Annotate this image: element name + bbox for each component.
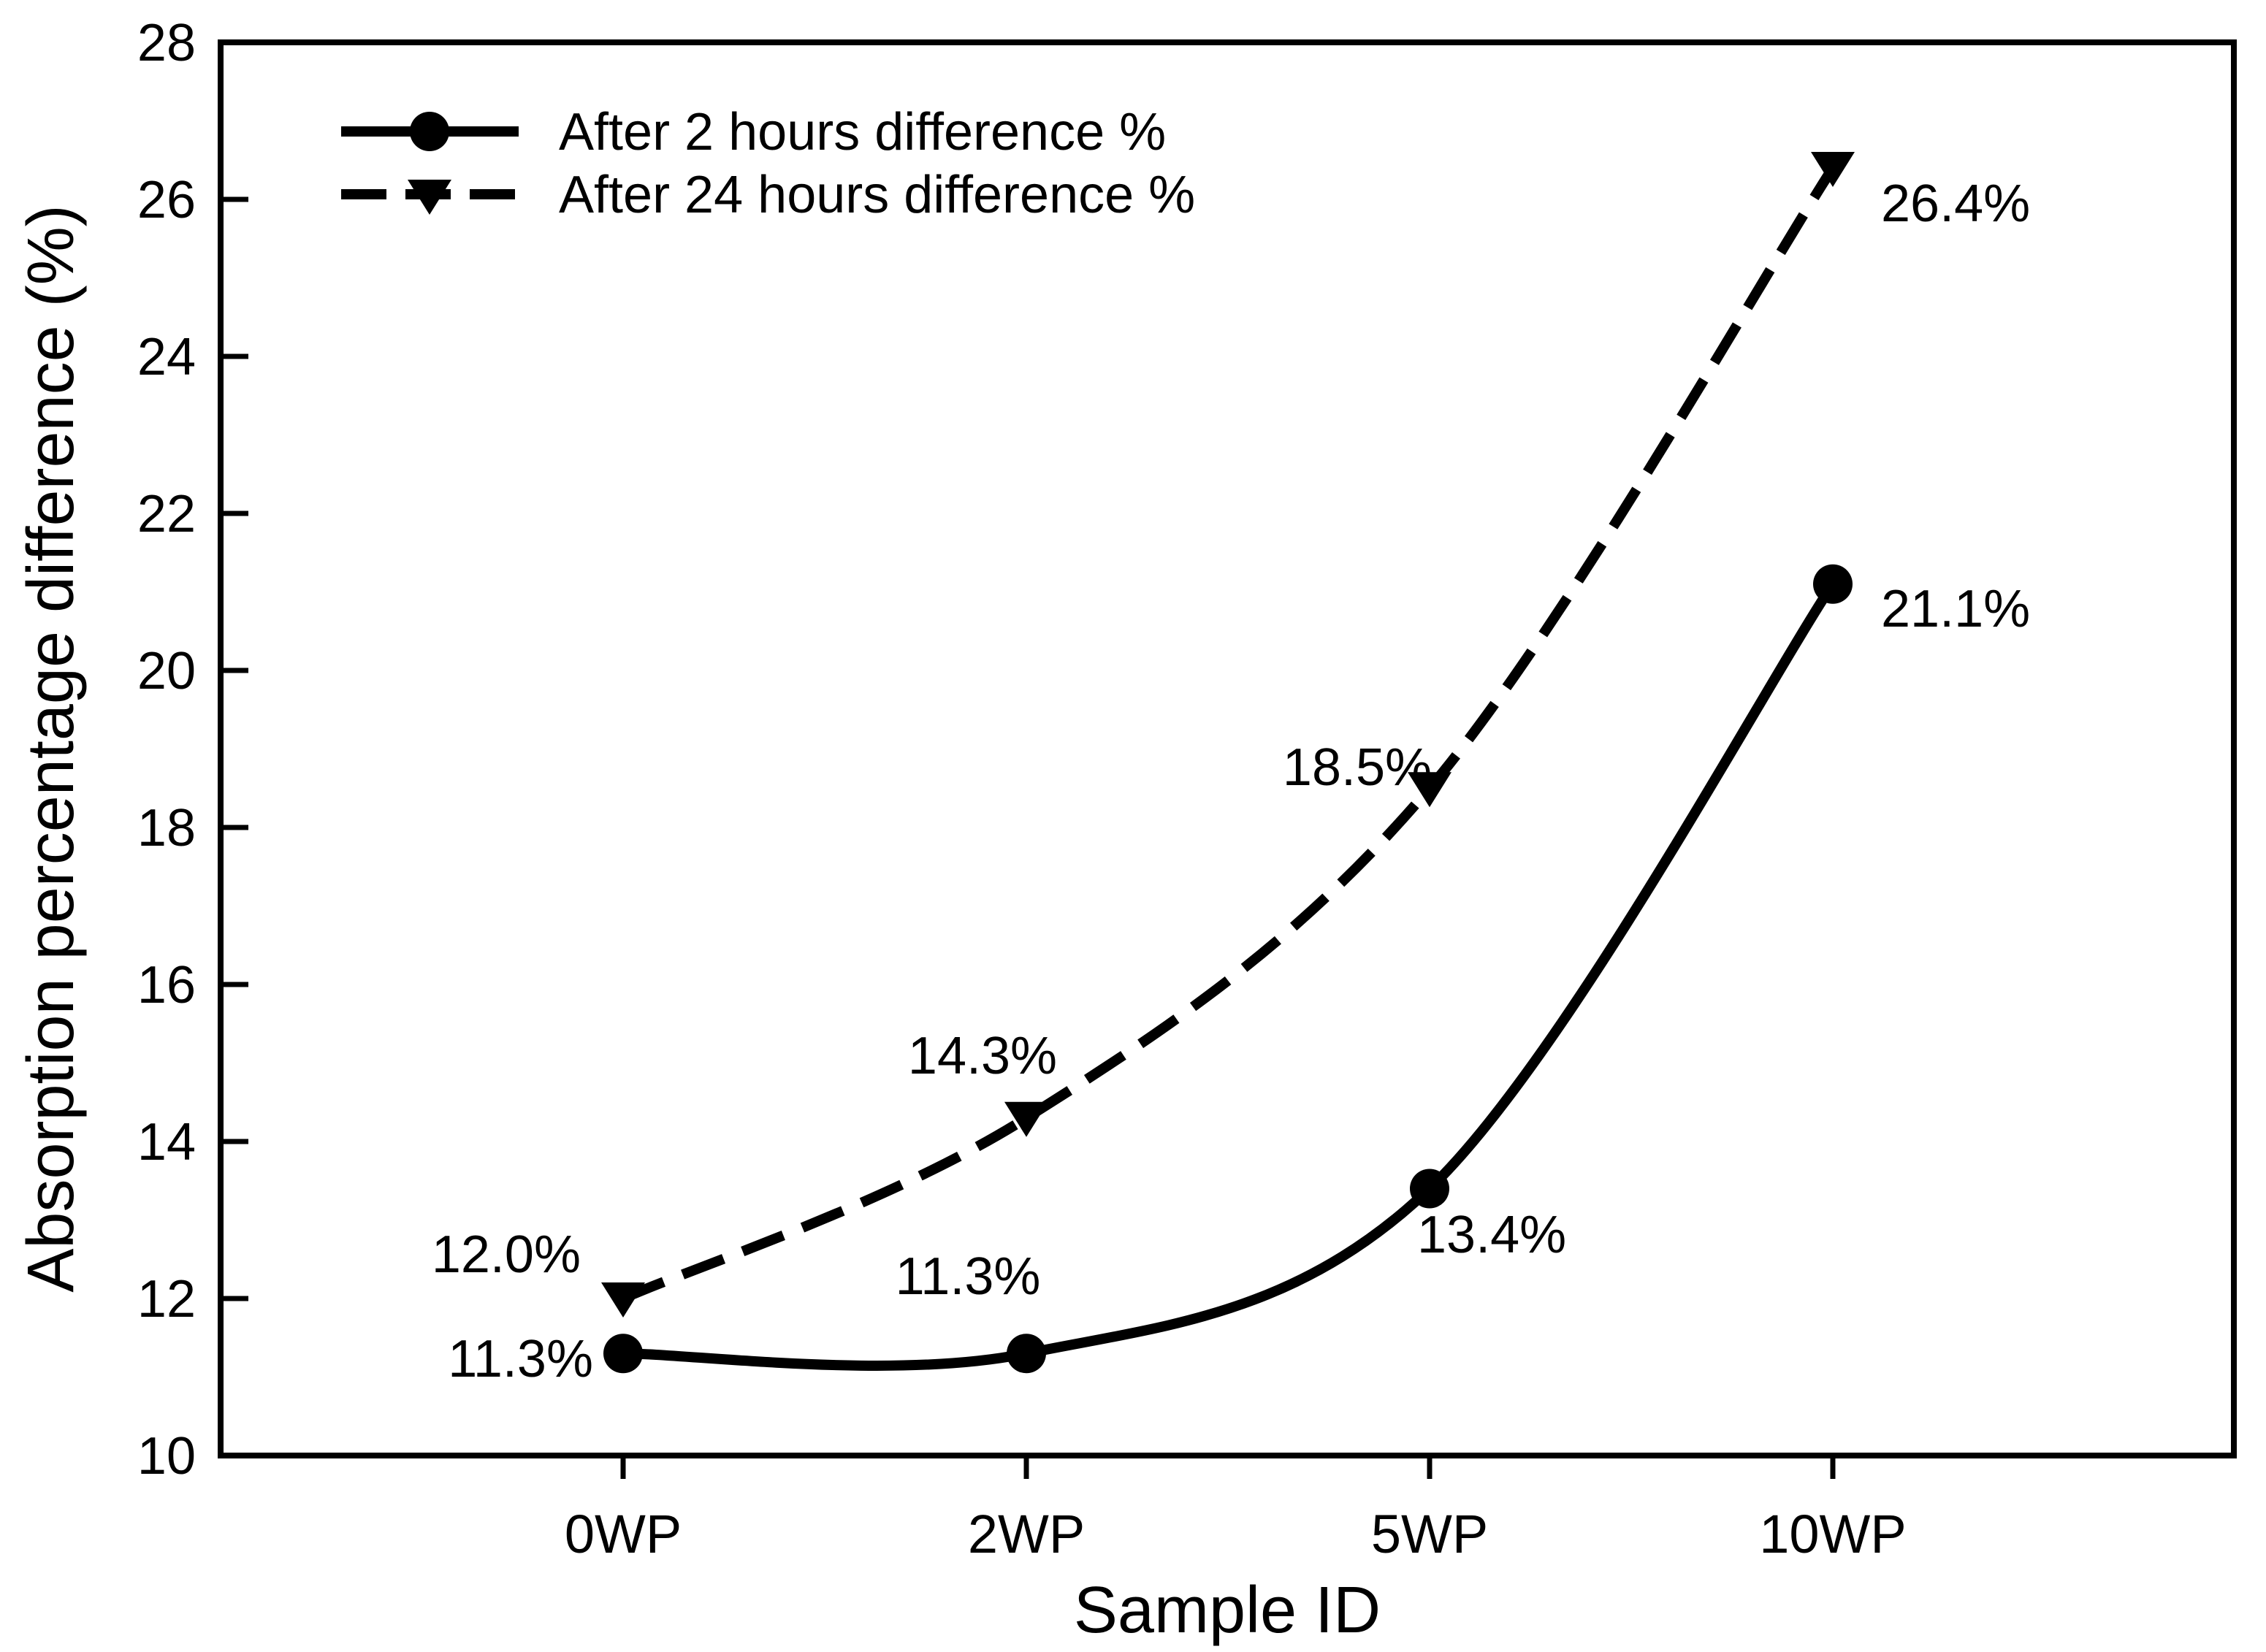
y-tick-label: 14 bbox=[137, 1113, 196, 1171]
circle-marker bbox=[1410, 1169, 1449, 1209]
triangle-down-marker bbox=[1811, 152, 1855, 187]
y-tick-label: 28 bbox=[137, 14, 196, 72]
y-tick-label: 20 bbox=[137, 642, 196, 700]
y-tick-label: 22 bbox=[137, 485, 196, 543]
y-tick-label: 26 bbox=[137, 171, 196, 229]
legend-triangle-down-marker bbox=[408, 180, 451, 215]
marker-layer bbox=[601, 152, 1855, 1374]
x-tick-label: 2WP bbox=[968, 1504, 1085, 1564]
legend-samples bbox=[341, 112, 519, 215]
data-point-label: 14.3% bbox=[908, 1027, 1057, 1085]
legend: After 2 hours difference % After 24 hour… bbox=[341, 103, 1195, 224]
data-point-label: 12.0% bbox=[432, 1225, 581, 1284]
plot-frame bbox=[218, 39, 2237, 1458]
axes-frame-layer: 10 12 14 16 18 20 22 24 26 28 0WP 2WP 5WP 10WP bbox=[137, 14, 2237, 1564]
y-tick-label: 16 bbox=[137, 956, 196, 1014]
series-layer bbox=[621, 165, 1837, 1371]
x-tick-label: 5WP bbox=[1371, 1504, 1488, 1564]
y-tick-label: 24 bbox=[137, 328, 196, 386]
triangle-down-marker bbox=[1408, 772, 1451, 808]
legend-circle-marker bbox=[410, 112, 449, 151]
data-point-label: 11.3% bbox=[448, 1330, 593, 1388]
data-point-label: 26.4% bbox=[1881, 175, 2030, 233]
triangle-down-marker bbox=[1004, 1101, 1048, 1137]
x-tick-label: 10WP bbox=[1759, 1504, 1907, 1564]
data-point-label: 21.1% bbox=[1881, 580, 2030, 638]
data-point-label: 11.3% bbox=[896, 1247, 1041, 1306]
legend-label-after-2-hours: After 2 hours difference % bbox=[559, 103, 1166, 161]
data-point-label: 18.5% bbox=[1283, 738, 1432, 797]
point-label-layer: 11.3% 11.3% 13.4% 21.1% 12.0% 14.3% 18.5% 26.4% bbox=[432, 175, 2030, 1388]
data-point-label: 13.4% bbox=[1417, 1206, 1566, 1264]
legend-label-after-24-hours: After 24 hours difference % bbox=[559, 166, 1195, 224]
circle-marker bbox=[603, 1334, 643, 1374]
y-tick-label: 10 bbox=[137, 1427, 196, 1485]
x-axis-title: Sample ID bbox=[1074, 1574, 1381, 1647]
x-tick-label: 0WP bbox=[565, 1504, 682, 1564]
circle-marker bbox=[1007, 1334, 1046, 1374]
circle-marker bbox=[1813, 564, 1853, 604]
y-tick-label: 18 bbox=[137, 799, 196, 857]
triangle-down-marker bbox=[601, 1282, 645, 1318]
series-line-solid bbox=[622, 581, 1837, 1371]
y-axis-title: Absorption percentage difference (%) bbox=[15, 204, 88, 1292]
series-line-dashed bbox=[621, 165, 1837, 1304]
y-tick-label: 12 bbox=[137, 1270, 196, 1328]
